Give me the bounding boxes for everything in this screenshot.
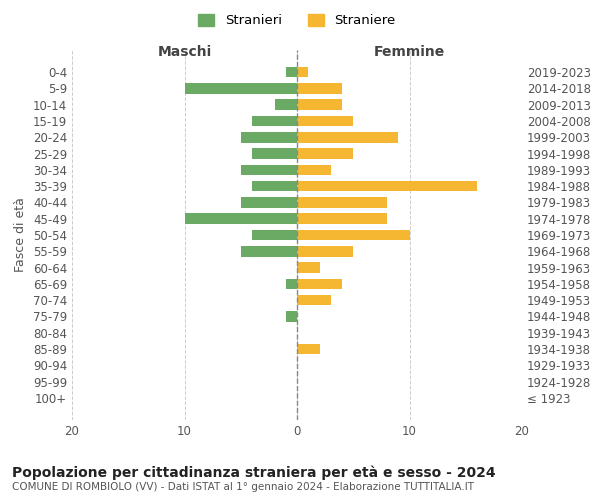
Bar: [297, 100, 342, 110]
Bar: [252, 116, 297, 126]
Bar: [297, 278, 342, 289]
Y-axis label: Anni di nascita: Anni di nascita: [598, 188, 600, 281]
Bar: [286, 311, 297, 322]
Legend: Stranieri, Straniere: Stranieri, Straniere: [193, 8, 401, 32]
Bar: [297, 295, 331, 306]
Bar: [275, 100, 297, 110]
Y-axis label: Fasce di età: Fasce di età: [14, 198, 28, 272]
Bar: [286, 278, 297, 289]
Bar: [252, 148, 297, 159]
Bar: [297, 230, 409, 240]
Bar: [241, 197, 297, 207]
Bar: [297, 262, 320, 273]
Bar: [297, 197, 387, 207]
Bar: [297, 67, 308, 78]
Bar: [297, 164, 331, 175]
Bar: [185, 83, 297, 94]
Bar: [297, 132, 398, 142]
Bar: [241, 246, 297, 256]
Text: COMUNE DI ROMBIOLO (VV) - Dati ISTAT al 1° gennaio 2024 - Elaborazione TUTTITALI: COMUNE DI ROMBIOLO (VV) - Dati ISTAT al …: [12, 482, 474, 492]
Bar: [252, 181, 297, 192]
Bar: [297, 116, 353, 126]
Bar: [286, 67, 297, 78]
Bar: [297, 181, 477, 192]
Bar: [297, 83, 342, 94]
Text: Femmine: Femmine: [374, 45, 445, 59]
Text: Popolazione per cittadinanza straniera per età e sesso - 2024: Popolazione per cittadinanza straniera p…: [12, 465, 496, 479]
Bar: [297, 214, 387, 224]
Text: Maschi: Maschi: [157, 45, 212, 59]
Bar: [241, 164, 297, 175]
Bar: [297, 246, 353, 256]
Bar: [252, 230, 297, 240]
Bar: [297, 344, 320, 354]
Bar: [241, 132, 297, 142]
Bar: [185, 214, 297, 224]
Bar: [297, 148, 353, 159]
